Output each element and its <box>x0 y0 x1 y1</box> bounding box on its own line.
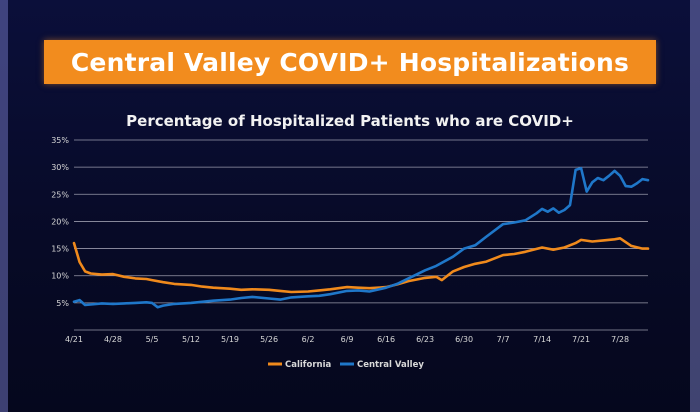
x-tick-label-6-30: 6/30 <box>455 335 473 344</box>
y-tick-label-20: 20% <box>51 217 69 226</box>
x-tick-label-5-5: 5/5 <box>146 335 159 344</box>
legend-label-central-valley: Central Valley <box>357 360 424 370</box>
x-tick-label-4-28: 4/28 <box>104 335 122 344</box>
legend-label-california: California <box>285 360 331 370</box>
series-line-central-valley <box>72 166 650 309</box>
y-tick-label-35: 35% <box>51 136 69 145</box>
x-tick-label-4-21: 4/21 <box>65 335 83 344</box>
x-tick-label-7-7: 7/7 <box>497 335 510 344</box>
series-line-california <box>72 237 650 294</box>
x-tick-label-7-14: 7/14 <box>533 335 551 344</box>
x-tick-label-5-12: 5/12 <box>182 335 200 344</box>
x-tick-label-6-9: 6/9 <box>341 335 354 344</box>
banner-title-bar: Central Valley COVID+ Hospitalizations <box>44 40 656 84</box>
y-tick-label-5: 5% <box>56 299 69 308</box>
y-tick-label-30: 30% <box>51 163 69 172</box>
right-edge-strip <box>690 0 700 412</box>
x-tick-label-6-23: 6/23 <box>416 335 434 344</box>
chart-title: Percentage of Hospitalized Patients who … <box>126 112 574 130</box>
y-tick-label-15: 15% <box>51 245 69 254</box>
x-tick-label-7-28: 7/28 <box>611 335 629 344</box>
x-tick-label-5-19: 5/19 <box>221 335 239 344</box>
banner-title: Central Valley COVID+ Hospitalizations <box>70 47 630 77</box>
left-edge-strip <box>0 0 8 412</box>
y-tick-label-10: 10% <box>51 272 69 281</box>
x-tick-label-5-26: 5/26 <box>260 335 278 344</box>
x-tick-label-7-21: 7/21 <box>572 335 590 344</box>
y-tick-label-25: 25% <box>51 190 69 199</box>
x-tick-label-6-2: 6/2 <box>302 335 315 344</box>
x-tick-label-6-16: 6/16 <box>377 335 395 344</box>
